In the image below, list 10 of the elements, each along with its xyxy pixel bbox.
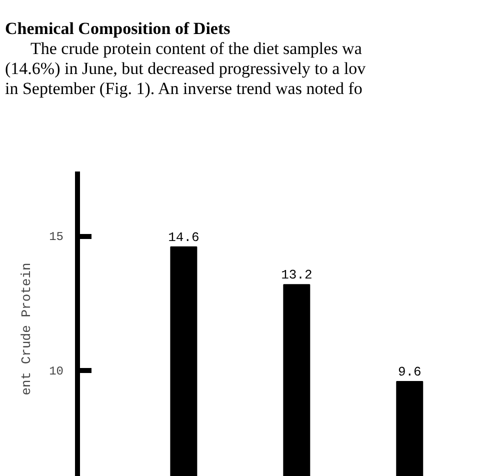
text: The crude protein content of the diet samples wa — [30, 39, 363, 59]
data-label: 14.6 — [168, 230, 200, 245]
data-label: 13.2 — [281, 268, 312, 283]
data-label: 9.6 — [398, 364, 422, 380]
text: in September (Fig. 1). An inverse trend was noted fo — [5, 79, 364, 99]
y-tick-label: 15 — [49, 230, 64, 244]
text: (14.6%) in June, but decreased progressively to a lov — [5, 59, 366, 79]
text: Chemical Composition of Diets — [5, 19, 232, 39]
y-axis-title: ent Crude Protein — [19, 262, 34, 396]
y-tick-label: 10 — [49, 364, 64, 379]
